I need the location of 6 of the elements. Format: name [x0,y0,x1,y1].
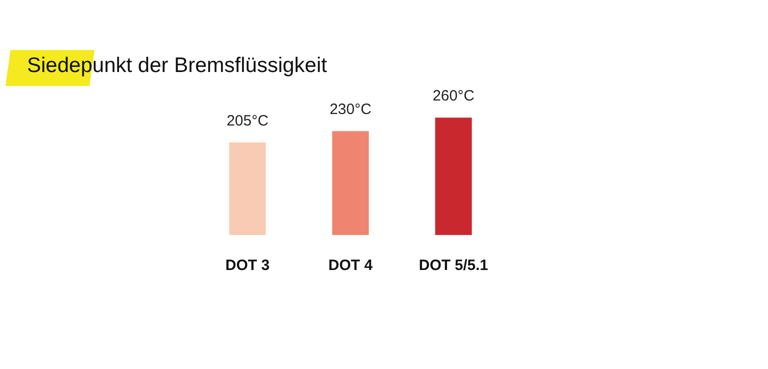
data-label: 230°C [330,101,372,118]
data-label: 205°C [226,112,269,130]
x-tick-label: DOT 5/5.1 [418,257,488,274]
data-label: 260°C [432,88,475,105]
x-tick-label: DOT 3 [225,257,270,274]
x-tick-label: DOT 4 [328,257,374,274]
